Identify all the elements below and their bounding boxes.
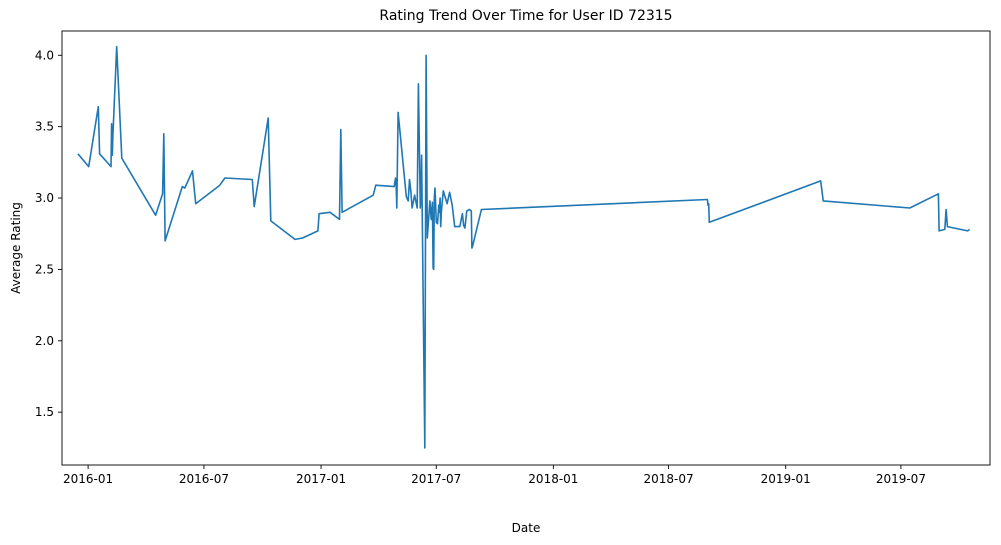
y-tick-label: 2.5 [35, 262, 54, 276]
y-tick-label: 3.0 [35, 191, 54, 205]
plot-frame [61, 30, 991, 466]
y-tick-label: 2.0 [35, 334, 54, 348]
x-tick-label: 2018-01 [528, 472, 578, 486]
x-tick-label: 2019-01 [761, 472, 811, 486]
y-tick-label: 3.5 [35, 120, 54, 134]
axis-ticks: 2016-01 2016-07 2017-01 2017-07 2018-01 2018-… [35, 48, 926, 486]
y-tick-label: 1.5 [35, 405, 54, 419]
x-tick-label: 2018-07 [644, 472, 694, 486]
chart-title: Rating Trend Over Time for User ID 72315 [379, 8, 672, 24]
x-tick-label: 2016-07 [179, 472, 229, 486]
x-tick-label: 2017-07 [411, 472, 461, 486]
x-tick-label: 2017-01 [296, 472, 346, 486]
x-tick-label: 2019-07 [876, 472, 926, 486]
x-tick-label: 2016-01 [63, 472, 113, 486]
x-axis-label: Date [512, 521, 541, 535]
series-line [77, 45, 971, 449]
y-tick-label: 4.0 [35, 48, 54, 62]
y-axis-label: Average Rating [9, 202, 23, 294]
